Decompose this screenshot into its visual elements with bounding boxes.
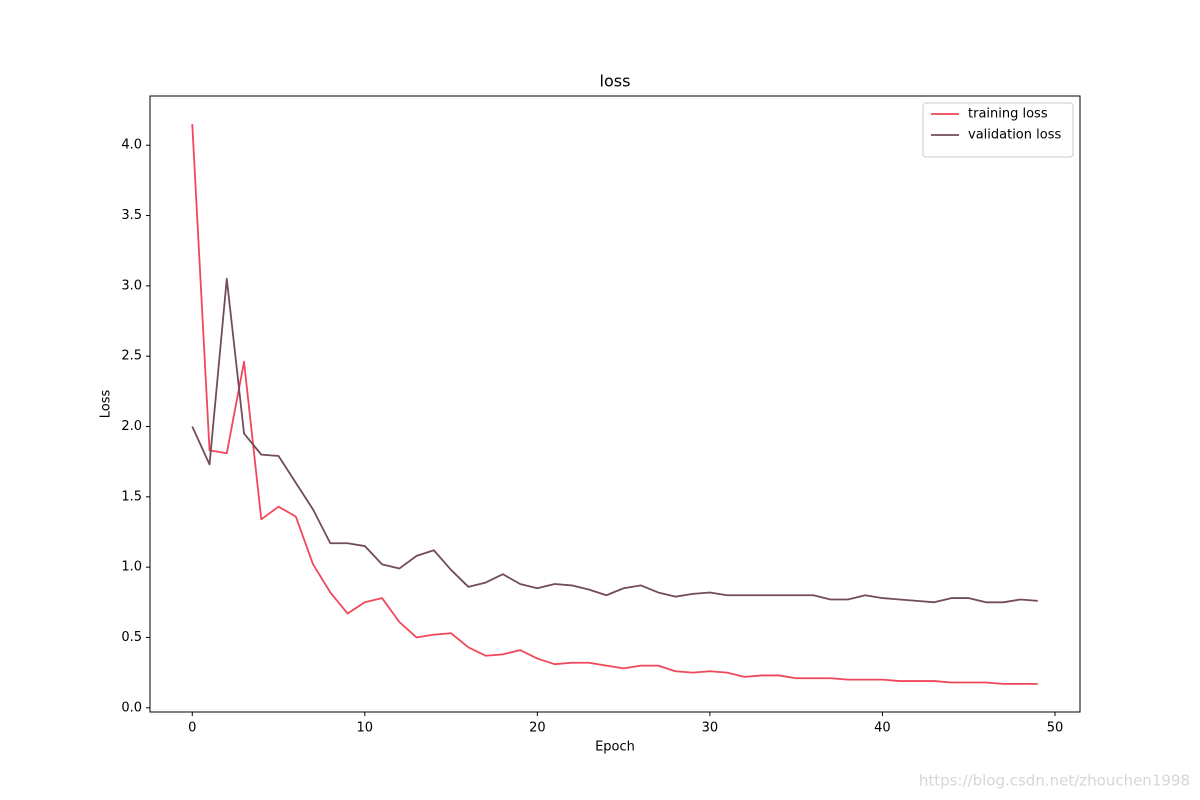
legend-label: validation loss [968, 128, 1061, 143]
legend-box [922, 102, 1074, 158]
y-tick-label: 2.5 [121, 349, 142, 364]
y-tick-label: 3.0 [121, 278, 142, 293]
legend-label: training loss [968, 107, 1048, 122]
y-tick-label: 0.0 [121, 700, 142, 715]
x-tick-label: 50 [1047, 721, 1064, 736]
y-tick-label: 1.5 [121, 489, 142, 504]
y-tick-label: 2.0 [121, 419, 142, 434]
x-tick-label: 30 [702, 721, 719, 736]
line-series [191, 124, 1038, 685]
y-axis-label: Loss [99, 390, 114, 419]
x-tick-label: 0 [188, 721, 196, 736]
watermark: https://blog.csdn.net/zhouchen1998 [919, 772, 1190, 790]
y-tick-label: 1.0 [121, 560, 142, 575]
x-tick-label: 40 [874, 721, 891, 736]
y-tick-label: 4.0 [121, 138, 142, 153]
y-tick-label: 3.5 [121, 208, 142, 223]
line-series [191, 277, 1038, 604]
x-tick-label: 20 [529, 721, 546, 736]
x-axis-label: Epoch [595, 740, 635, 755]
chart-title: loss [600, 72, 631, 91]
x-tick-label: 10 [357, 721, 374, 736]
plot-frame [149, 95, 1081, 713]
y-tick-label: 0.5 [121, 630, 142, 645]
